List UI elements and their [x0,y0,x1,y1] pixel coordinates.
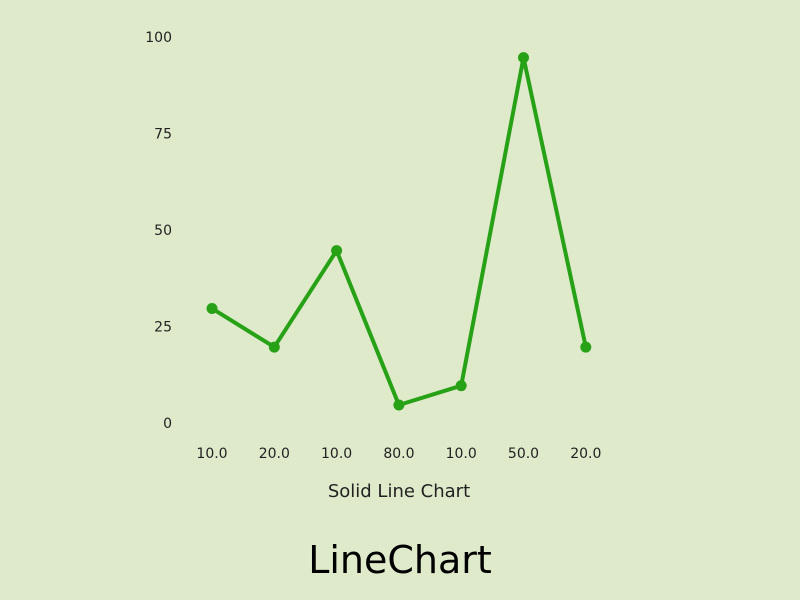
x-tick-label: 80.0 [383,446,414,462]
x-tick-label: 10.0 [196,446,227,462]
y-tick-label: 0 [163,416,172,432]
data-point[interactable] [393,399,405,411]
x-axis-label: Solid Line Chart [328,481,470,502]
data-point[interactable] [206,302,218,314]
x-tick-label: 10.0 [446,446,477,462]
y-tick-label: 50 [154,223,172,239]
x-tick-label: 20.0 [259,446,290,462]
y-tick-label: 25 [154,320,172,336]
data-point[interactable] [518,52,529,64]
series-line [210,55,588,407]
y-tick-label: 75 [154,127,172,143]
x-tick-label: 20.0 [570,446,601,462]
data-point[interactable] [331,245,343,257]
y-axis-ticks: 0 25 50 75 100 [145,30,172,432]
page-title: LineChart [308,538,492,582]
data-point[interactable] [268,341,280,353]
x-tick-label: 10.0 [321,446,352,462]
series-layer [206,52,592,411]
data-point[interactable] [580,341,592,353]
x-tick-label: 50.0 [508,446,539,462]
data-point[interactable] [455,380,467,392]
y-tick-label: 100 [145,30,172,46]
x-axis-ticks: 10.0 20.0 10.0 80.0 10.0 50.0 20.0 [196,446,601,462]
